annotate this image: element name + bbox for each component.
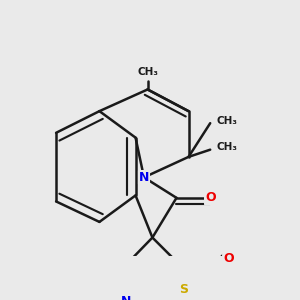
Text: CH₃: CH₃	[216, 116, 237, 126]
Text: S: S	[179, 283, 188, 296]
Text: O: O	[223, 251, 234, 265]
Text: CH₃: CH₃	[216, 142, 237, 152]
Text: CH₃: CH₃	[137, 68, 158, 77]
Text: O: O	[205, 191, 215, 204]
Text: N: N	[139, 171, 149, 184]
Text: N: N	[121, 295, 131, 300]
